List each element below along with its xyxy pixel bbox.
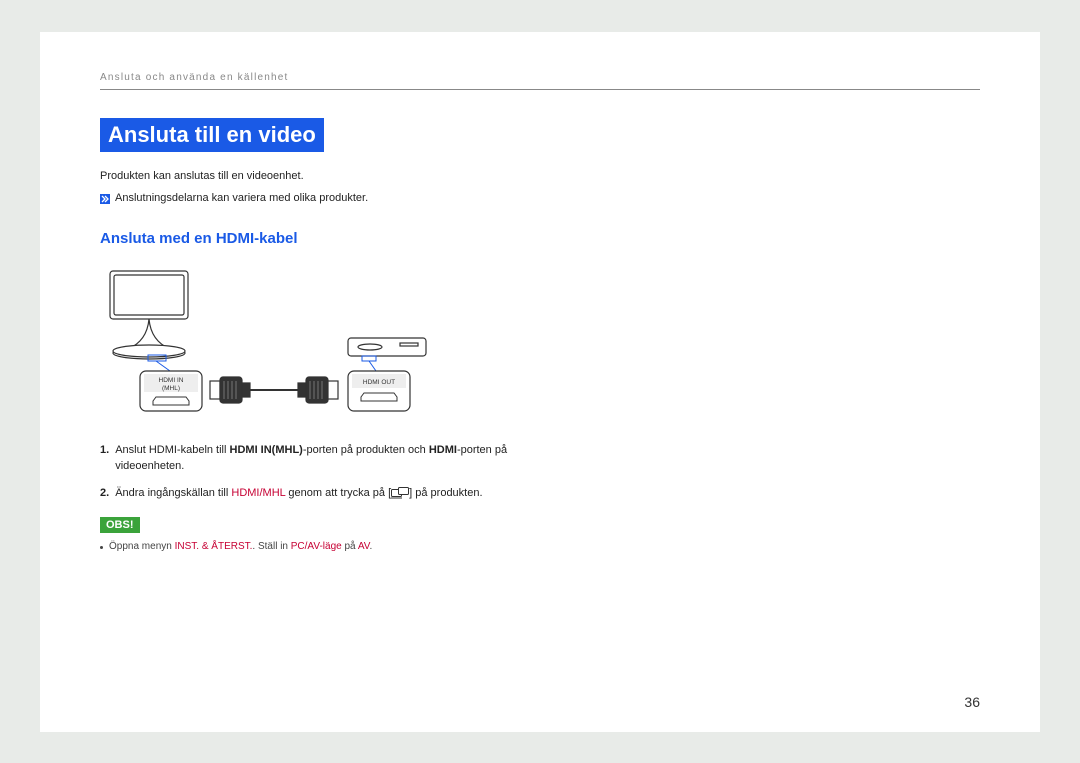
source-button-icon xyxy=(391,487,409,499)
hdmi-out-label: HDMI OUT xyxy=(363,379,395,386)
step-number: 1. xyxy=(100,442,109,475)
manual-page: Ansluta och använda en källenhet Ansluta… xyxy=(40,32,1040,732)
bullet-text: Anslutningsdelarna kan variera med olika… xyxy=(115,192,368,204)
intro-text: Produkten kan anslutas till en videoenhe… xyxy=(100,170,980,182)
sub-heading: Ansluta med en HDMI-kabel xyxy=(100,230,980,247)
note-text: Öppna menyn INST. & ÅTERST.. Ställ in PC… xyxy=(109,541,372,552)
step-1: 1. Anslut HDMI-kabeln till HDMI IN(MHL)-… xyxy=(100,442,980,475)
step-text: Anslut HDMI-kabeln till HDMI IN(MHL)-por… xyxy=(115,442,545,475)
bullet-item: Anslutningsdelarna kan variera med olika… xyxy=(100,192,980,204)
hdmi-connection-diagram: HDMI IN (MHL) HDMI OUT xyxy=(100,263,440,423)
step-text: Ändra ingångskällan till HDMI/MHL genom … xyxy=(115,485,482,502)
note-badge: OBS! xyxy=(100,517,140,533)
note-item: Öppna menyn INST. & ÅTERST.. Ställ in PC… xyxy=(100,541,980,552)
step-2: 2. Ändra ingångskällan till HDMI/MHL gen… xyxy=(100,485,980,502)
bullet-dot-icon xyxy=(100,546,103,549)
step-number: 2. xyxy=(100,485,109,502)
page-number: 36 xyxy=(964,694,980,710)
hdmi-in-label-1: HDMI IN xyxy=(159,377,184,384)
page-title: Ansluta till en video xyxy=(100,118,324,152)
chevron-bullet-icon xyxy=(100,194,110,204)
breadcrumb: Ansluta och använda en källenhet xyxy=(100,72,980,90)
hdmi-in-label-2: (MHL) xyxy=(162,385,180,392)
